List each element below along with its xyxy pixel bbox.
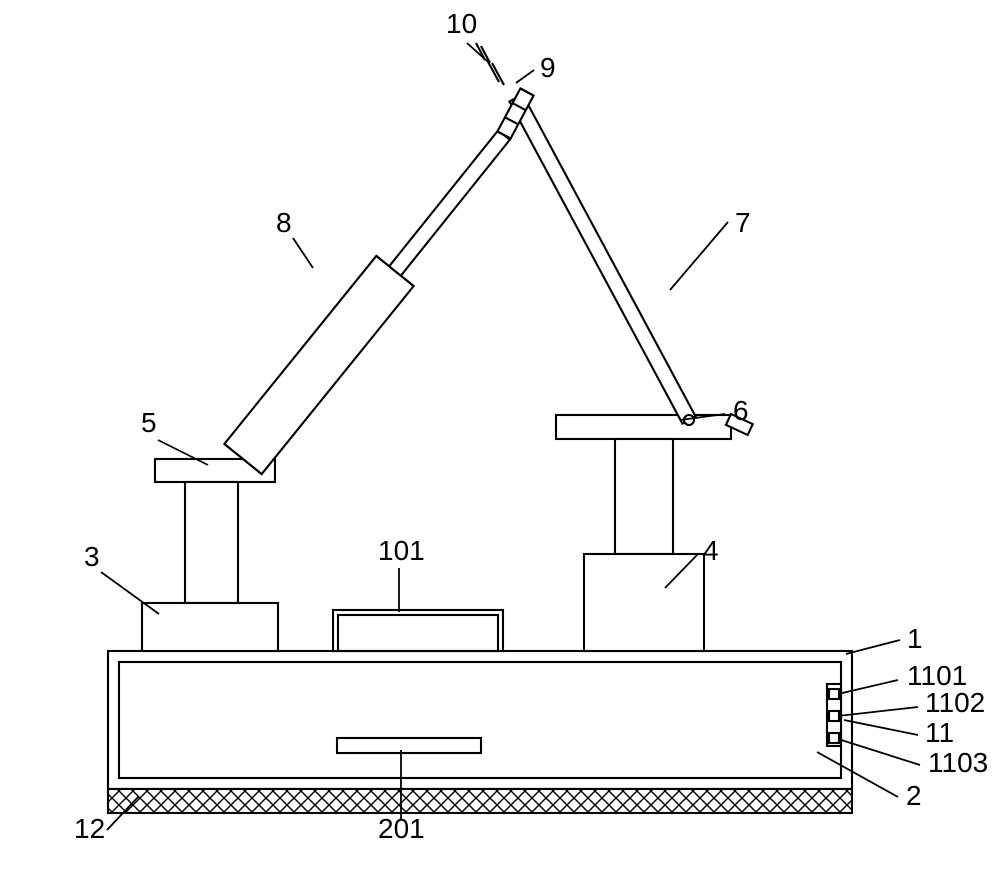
label-l1102: 1102	[925, 687, 985, 718]
leader-l9	[516, 70, 534, 83]
label-l3: 3	[84, 541, 100, 572]
label-l7: 7	[735, 207, 751, 238]
label-l9: 9	[540, 52, 556, 83]
label-l8: 8	[276, 207, 292, 238]
post-right	[615, 439, 673, 554]
module-101-outer	[333, 610, 503, 651]
leader-l7	[670, 222, 728, 290]
button-1102	[829, 711, 839, 721]
label-l1: 1	[907, 623, 923, 654]
label-l1103: 1103	[928, 747, 988, 778]
label-l4: 4	[703, 535, 719, 566]
block-4	[584, 554, 704, 651]
label-l10: 10	[446, 8, 477, 39]
label-l11: 11	[925, 717, 954, 748]
block-3	[142, 603, 278, 651]
label-l6: 6	[733, 395, 749, 426]
button-1101	[829, 689, 839, 699]
label-l5: 5	[141, 407, 157, 438]
slot-201	[337, 738, 481, 753]
button-1103	[829, 733, 839, 743]
post-left	[185, 482, 238, 603]
base-inner	[119, 662, 841, 778]
label-l201: 201	[378, 813, 425, 844]
leader-l1	[846, 640, 900, 654]
leader-l3	[101, 572, 159, 614]
label-l101: 101	[378, 535, 425, 566]
label-l12: 12	[74, 813, 105, 844]
hatch-band-12	[108, 789, 852, 813]
label-l2: 2	[906, 780, 922, 811]
leader-l8	[293, 238, 313, 268]
plate-6	[556, 415, 731, 439]
leader-l11	[844, 720, 918, 735]
